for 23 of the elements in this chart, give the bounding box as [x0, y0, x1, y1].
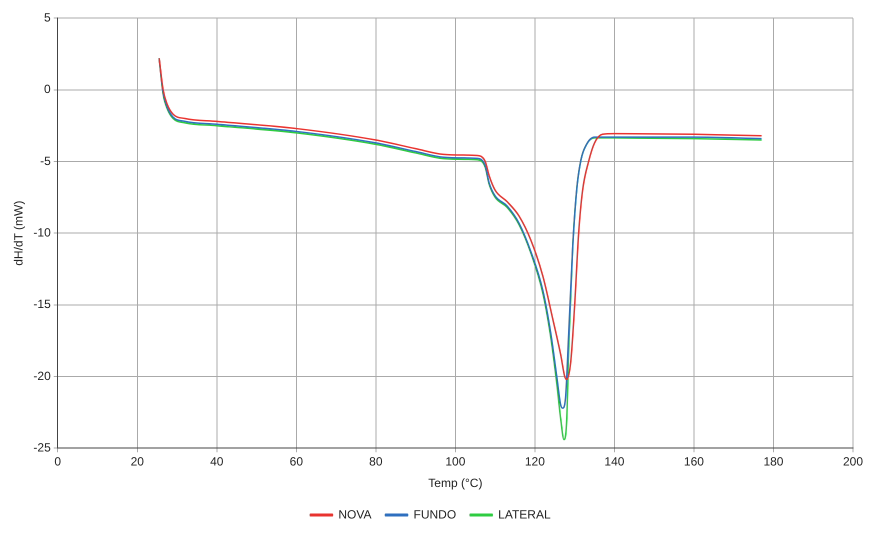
y-tick-label: -5	[40, 154, 52, 168]
x-axis-title: Temp (°C)	[428, 476, 482, 490]
legend-label: NOVA	[338, 507, 372, 522]
x-tick-label: 100	[445, 454, 466, 469]
x-tick-label: 140	[604, 454, 625, 469]
x-tick-label: 0	[54, 454, 62, 469]
y-tick-label: -15	[33, 297, 52, 312]
y-tick-label: -10	[33, 226, 52, 240]
x-tick-label: 160	[684, 454, 704, 469]
x-tick-label: 40	[210, 454, 224, 469]
y-axis-title: dH/dT (mW)	[12, 200, 26, 266]
x-tick-label: 80	[369, 454, 383, 469]
y-tick-label: -25	[33, 440, 52, 455]
y-tick-label: -20	[33, 368, 52, 383]
y-tick-label: 0	[44, 82, 52, 96]
y-tick-label: 5	[44, 10, 52, 25]
x-tick-label: 120	[524, 454, 546, 469]
x-tick-label: 20	[130, 454, 144, 469]
legend-label: LATERAL	[498, 507, 551, 522]
x-tick-label: 60	[290, 454, 304, 469]
legend-label: FUNDO	[413, 507, 456, 522]
x-tick-label: 180	[763, 454, 784, 469]
x-tick-label: 200	[842, 454, 864, 469]
